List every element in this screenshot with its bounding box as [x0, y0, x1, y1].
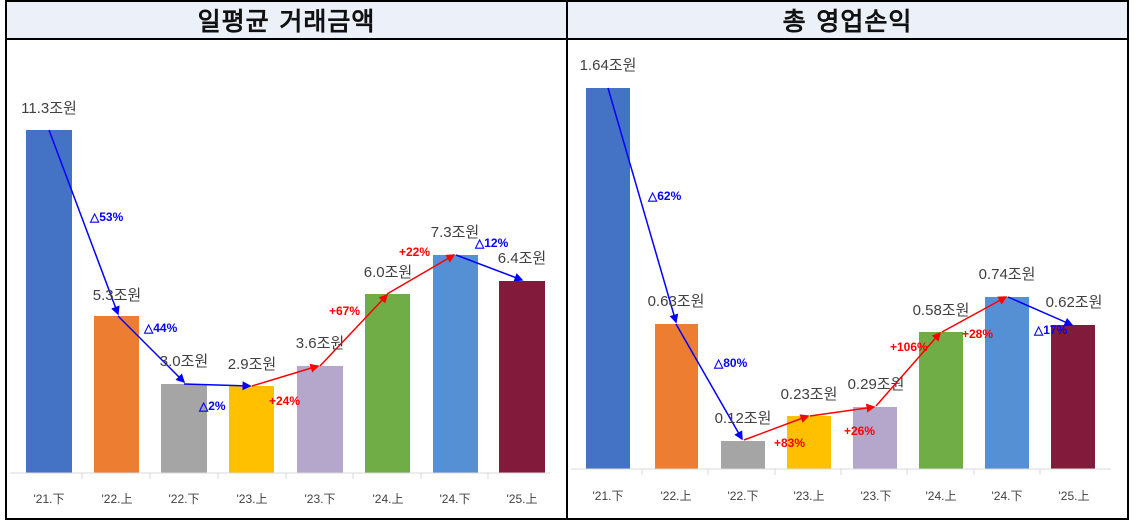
- change-label: △62%: [647, 189, 682, 203]
- value-label: 0.62조원: [1046, 294, 1103, 311]
- x-label: '22.下: [728, 489, 759, 503]
- change-label: △44%: [143, 321, 178, 335]
- trend-arrows: [607, 87, 1074, 441]
- bar-22H1: [94, 316, 139, 473]
- operating-profit-title: 총 영업손익: [568, 2, 1127, 40]
- bar-22H1: [655, 324, 698, 469]
- value-label: 5.3조원: [93, 287, 141, 304]
- value-label: 0.23조원: [781, 386, 838, 403]
- value-label: 0.12조원: [715, 410, 772, 427]
- x-axis-labels: '21.下 '22.上 '22.下 '23.上 '23.下 '24.上 '24.…: [34, 492, 538, 506]
- x-label: '22.上: [102, 492, 133, 506]
- x-label: '25.上: [1059, 489, 1090, 503]
- x-label: '24.下: [440, 492, 471, 506]
- value-labels: 11.3조원 5.3조원 3.0조원 2.9조원 3.6조원 6.0조원 7.3…: [21, 100, 546, 373]
- x-axis-labels: '21.下 '22.上 '22.下 '23.上 '23.下 '24.上 '24.…: [593, 489, 1090, 503]
- value-label: 0.63조원: [648, 293, 705, 310]
- operating-profit-chart: 1.64조원 0.63조원 0.12조원 0.23조원 0.29조원 0.58조…: [571, 57, 1111, 503]
- value-label: 6.0조원: [364, 264, 412, 281]
- value-label: 1.64조원: [580, 57, 637, 74]
- x-label: '24.下: [992, 489, 1023, 503]
- change-label: △53%: [89, 210, 124, 224]
- x-label: '21.下: [593, 489, 624, 503]
- change-labels: △62% △80% +83% +26% +106% +28% △17%: [647, 189, 1068, 450]
- trend-arrows: [48, 129, 524, 391]
- x-label: '22.下: [169, 492, 200, 506]
- value-label: 6.4조원: [498, 250, 546, 267]
- change-label: △12%: [474, 236, 509, 250]
- x-label: '24.上: [926, 489, 957, 503]
- value-label: 0.58조원: [913, 302, 970, 319]
- value-label: 11.3조원: [21, 100, 77, 117]
- change-label: +26%: [844, 424, 875, 438]
- value-label: 0.74조원: [979, 266, 1036, 283]
- x-label: '23.上: [237, 492, 268, 506]
- change-label: △17%: [1033, 323, 1068, 337]
- bar-23H1: [787, 416, 831, 469]
- change-label: +106%: [890, 340, 928, 354]
- bars: [26, 130, 545, 473]
- bar-23H2: [297, 366, 343, 473]
- x-label: '24.上: [373, 492, 404, 506]
- trading-volume-panel: 일평균 거래금액: [5, 0, 568, 520]
- bar-24H2: [433, 255, 478, 473]
- bar-25H1: [1051, 325, 1095, 469]
- change-label: +28%: [962, 327, 993, 341]
- change-label: △80%: [713, 356, 748, 370]
- bars: [586, 88, 1095, 469]
- value-label: 0.29조원: [848, 376, 905, 393]
- change-label: +22%: [399, 245, 430, 259]
- change-labels: △53% △44% △2% +24% +67% +22% △12%: [89, 210, 509, 413]
- bar-22H2: [161, 384, 207, 473]
- x-label: '23.上: [794, 489, 825, 503]
- bar-21H2: [26, 130, 72, 473]
- bar-23H1: [229, 386, 274, 473]
- x-label: '23.下: [861, 489, 892, 503]
- x-label: '21.下: [34, 492, 65, 506]
- value-label: 2.9조원: [228, 356, 276, 373]
- x-label: '25.上: [507, 492, 538, 506]
- x-label: '22.上: [661, 489, 692, 503]
- x-label: '23.下: [305, 492, 336, 506]
- bar-22H2: [721, 441, 765, 469]
- change-label: △2%: [198, 399, 226, 413]
- value-label: 7.3조원: [431, 224, 479, 241]
- value-labels: 1.64조원 0.63조원 0.12조원 0.23조원 0.29조원 0.58조…: [580, 57, 1103, 427]
- bar-23H2: [853, 407, 897, 469]
- bar-24H2: [985, 297, 1029, 469]
- trading-volume-title: 일평균 거래금액: [7, 2, 566, 40]
- bar-24H1: [919, 332, 963, 469]
- operating-profit-panel: 총 영업손익 1.6: [566, 0, 1129, 520]
- value-label: 3.0조원: [160, 353, 208, 370]
- value-label: 3.6조원: [296, 335, 344, 352]
- bar-24H1: [365, 294, 410, 473]
- bar-25H1: [499, 281, 545, 473]
- change-label: +24%: [269, 394, 300, 408]
- bar-21H2: [586, 88, 630, 469]
- change-label: +83%: [774, 436, 805, 450]
- trading-volume-chart: 11.3조원 5.3조원 3.0조원 2.9조원 3.6조원 6.0조원 7.3…: [10, 100, 550, 506]
- change-label: +67%: [329, 304, 360, 318]
